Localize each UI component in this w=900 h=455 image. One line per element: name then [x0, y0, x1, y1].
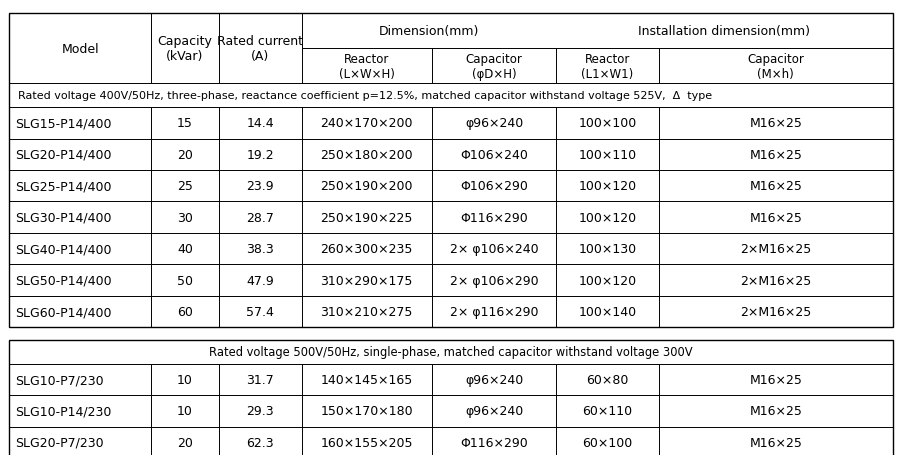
Text: 2×M16×25: 2×M16×25 [740, 274, 812, 287]
Text: 310×210×275: 310×210×275 [320, 305, 413, 318]
Text: 100×120: 100×120 [579, 180, 636, 193]
Text: 100×130: 100×130 [579, 243, 636, 256]
Text: Rated current
(A): Rated current (A) [217, 35, 303, 63]
Text: SLG15-P14/400: SLG15-P14/400 [15, 117, 112, 130]
Text: 2× φ116×290: 2× φ116×290 [450, 305, 538, 318]
Text: 100×120: 100×120 [579, 211, 636, 224]
Text: M16×25: M16×25 [750, 180, 802, 193]
Text: Reactor
(L1×W1): Reactor (L1×W1) [581, 53, 634, 81]
Text: SLG10-P14/230: SLG10-P14/230 [15, 404, 112, 418]
Text: 250×190×200: 250×190×200 [320, 180, 413, 193]
Text: 29.3: 29.3 [247, 404, 274, 418]
Text: Φ116×290: Φ116×290 [460, 211, 528, 224]
Text: 160×155×205: 160×155×205 [320, 436, 413, 449]
Text: 28.7: 28.7 [247, 211, 274, 224]
Text: Φ106×240: Φ106×240 [460, 148, 528, 162]
Text: 25: 25 [177, 180, 193, 193]
Text: Φ116×290: Φ116×290 [460, 436, 528, 449]
Text: 19.2: 19.2 [247, 148, 274, 162]
Bar [9, 340, 893, 455]
Text: 50: 50 [177, 274, 193, 287]
Text: 23.9: 23.9 [247, 180, 274, 193]
Text: Capacity
(kVar): Capacity (kVar) [158, 35, 212, 63]
Text: 30: 30 [177, 211, 193, 224]
Text: 60×80: 60×80 [586, 373, 629, 386]
Text: M16×25: M16×25 [750, 436, 802, 449]
Text: Rated voltage 400V/50Hz, three-phase, reactance coefficient p=12.5%, matched cap: Rated voltage 400V/50Hz, three-phase, re… [18, 91, 712, 101]
Text: M16×25: M16×25 [750, 404, 802, 418]
Text: SLG40-P14/400: SLG40-P14/400 [15, 243, 112, 256]
Text: 310×290×175: 310×290×175 [320, 274, 413, 287]
Text: Rated voltage 500V/50Hz, single-phase, matched capacitor withstand voltage 300V: Rated voltage 500V/50Hz, single-phase, m… [209, 346, 693, 359]
Text: 40: 40 [177, 243, 193, 256]
Text: 150×170×180: 150×170×180 [320, 404, 413, 418]
Text: SLG50-P14/400: SLG50-P14/400 [15, 274, 112, 287]
Text: 57.4: 57.4 [247, 305, 274, 318]
Text: 2×M16×25: 2×M16×25 [740, 243, 812, 256]
Text: φ96×240: φ96×240 [465, 404, 523, 418]
Bar [9, 14, 893, 328]
Text: Φ106×290: Φ106×290 [460, 180, 528, 193]
Text: 20: 20 [177, 148, 193, 162]
Text: φ96×240: φ96×240 [465, 117, 523, 130]
Text: Capacitor
(φD×H): Capacitor (φD×H) [465, 53, 523, 81]
Text: SLG25-P14/400: SLG25-P14/400 [15, 180, 112, 193]
Text: φ96×240: φ96×240 [465, 373, 523, 386]
Text: Capacitor
(M×h): Capacitor (M×h) [747, 53, 805, 81]
Text: M16×25: M16×25 [750, 373, 802, 386]
Text: 10: 10 [177, 373, 193, 386]
Text: 14.4: 14.4 [247, 117, 274, 130]
Text: 31.7: 31.7 [247, 373, 274, 386]
Text: 60×110: 60×110 [582, 404, 633, 418]
Text: SLG10-P7/230: SLG10-P7/230 [15, 373, 104, 386]
Text: 38.3: 38.3 [247, 243, 274, 256]
Text: M16×25: M16×25 [750, 211, 802, 224]
Text: 260×300×235: 260×300×235 [320, 243, 413, 256]
Text: 100×120: 100×120 [579, 274, 636, 287]
Text: 100×110: 100×110 [579, 148, 636, 162]
Text: 60×100: 60×100 [582, 436, 633, 449]
Text: M16×25: M16×25 [750, 148, 802, 162]
Text: 2× φ106×240: 2× φ106×240 [450, 243, 538, 256]
Text: Reactor
(L×W×H): Reactor (L×W×H) [338, 53, 395, 81]
Text: SLG20-P7/230: SLG20-P7/230 [15, 436, 104, 449]
Text: SLG20-P14/400: SLG20-P14/400 [15, 148, 112, 162]
Text: 140×145×165: 140×145×165 [320, 373, 413, 386]
Text: 240×170×200: 240×170×200 [320, 117, 413, 130]
Text: SLG60-P14/400: SLG60-P14/400 [15, 305, 112, 318]
Text: Installation dimension(mm): Installation dimension(mm) [638, 25, 811, 38]
Text: 250×180×200: 250×180×200 [320, 148, 413, 162]
Text: Model: Model [61, 42, 99, 56]
Text: 2× φ106×290: 2× φ106×290 [450, 274, 538, 287]
Text: 47.9: 47.9 [247, 274, 274, 287]
Text: M16×25: M16×25 [750, 117, 802, 130]
Text: 60: 60 [177, 305, 193, 318]
Text: Dimension(mm): Dimension(mm) [379, 25, 479, 38]
Text: 10: 10 [177, 404, 193, 418]
Text: 20: 20 [177, 436, 193, 449]
Text: 100×100: 100×100 [579, 117, 636, 130]
Text: 100×140: 100×140 [579, 305, 636, 318]
Text: SLG30-P14/400: SLG30-P14/400 [15, 211, 112, 224]
Text: 250×190×225: 250×190×225 [320, 211, 413, 224]
Text: 2×M16×25: 2×M16×25 [740, 305, 812, 318]
Text: 62.3: 62.3 [247, 436, 274, 449]
Text: 15: 15 [177, 117, 193, 130]
